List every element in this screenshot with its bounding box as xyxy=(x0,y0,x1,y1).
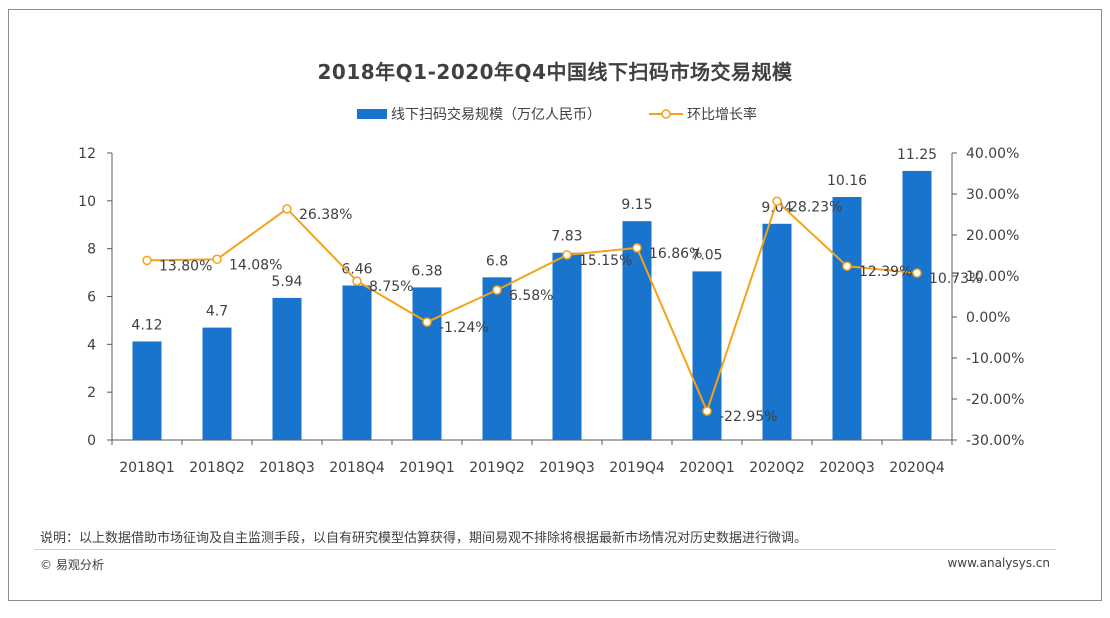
bar xyxy=(622,221,652,440)
copyright-text: © 易观分析 xyxy=(40,558,104,572)
x-tick-label: 2019Q1 xyxy=(399,460,455,476)
bar-data-label: 4.12 xyxy=(131,317,162,333)
bar-data-label: 11.25 xyxy=(897,147,937,163)
bar-data-label: 9.15 xyxy=(621,197,652,213)
growth-rate-label: 10.73% xyxy=(929,271,982,287)
legend-line-swatch xyxy=(649,109,683,119)
x-tick-label: 2020Q1 xyxy=(679,460,735,476)
bar xyxy=(132,341,162,440)
x-tick-label: 2020Q2 xyxy=(749,460,805,476)
growth-rate-label: 28.23% xyxy=(789,199,842,215)
left-tick-label: 4 xyxy=(87,337,96,353)
growth-rate-point xyxy=(282,204,292,214)
chart-title: 2018年Q1-2020年Q4中国线下扫码市场交易规模 xyxy=(317,60,793,84)
x-tick-label: 2018Q3 xyxy=(259,460,315,476)
left-tick-label: 8 xyxy=(87,242,96,258)
growth-rate-point xyxy=(842,261,852,271)
right-tick-label: 20.00% xyxy=(966,228,1019,244)
legend-bar-label: 线下扫码交易规模（万亿人民币） xyxy=(391,107,601,123)
bar-data-label: 7.83 xyxy=(551,229,582,245)
right-tick-label: 40.00% xyxy=(966,146,1019,162)
left-tick-label: 6 xyxy=(87,290,96,306)
growth-rate-label: 26.38% xyxy=(299,207,352,223)
bar xyxy=(552,252,582,440)
bar xyxy=(832,197,862,440)
bar xyxy=(272,297,302,440)
growth-rate-label: 14.08% xyxy=(229,257,282,273)
growth-rate-label: 15.15% xyxy=(579,253,632,269)
bar xyxy=(482,277,512,440)
growth-rate-label: -1.24% xyxy=(439,320,489,336)
bar xyxy=(412,287,442,440)
chart-frame xyxy=(8,9,1102,601)
growth-rate-label: 12.39% xyxy=(859,264,912,280)
legend-line-label: 环比增长率 xyxy=(687,107,757,123)
growth-rate-point xyxy=(352,276,362,286)
chart-legend: 线下扫码交易规模（万亿人民币） 环比增长率 xyxy=(0,104,1110,126)
bar xyxy=(902,170,932,440)
growth-rate-point xyxy=(142,255,152,266)
left-tick-label: 12 xyxy=(78,146,96,162)
bar-data-label: 10.16 xyxy=(827,173,867,189)
growth-rate-point xyxy=(492,285,502,295)
left-tick-label: 2 xyxy=(87,385,96,401)
right-tick-label: -30.00% xyxy=(966,433,1024,449)
right-tick-label: 30.00% xyxy=(966,187,1019,203)
bar xyxy=(342,285,372,440)
x-tick-label: 2018Q2 xyxy=(189,460,245,476)
bar-data-label: 6.8 xyxy=(486,253,508,269)
bar-data-label: 4.7 xyxy=(206,304,228,320)
legend-item-bar: 线下扫码交易规模（万亿人民币） xyxy=(357,104,601,124)
growth-rate-point xyxy=(632,243,642,253)
x-tick-label: 2019Q4 xyxy=(609,460,665,476)
x-tick-label: 2020Q3 xyxy=(819,460,875,476)
website-text: www.analysys.cn xyxy=(947,556,1050,570)
growth-rate-point xyxy=(422,317,432,327)
bar-data-label: 5.94 xyxy=(271,274,302,290)
growth-rate-line xyxy=(146,199,918,414)
right-tick-label: -20.00% xyxy=(966,392,1024,408)
bar xyxy=(202,327,232,440)
bar-data-label: 7.05 xyxy=(691,247,722,263)
right-tick-label: 0.00% xyxy=(966,310,1010,326)
footer-divider xyxy=(34,549,1056,550)
growth-rate-point xyxy=(562,250,572,260)
bar-data-label: 6.38 xyxy=(411,263,442,279)
x-tick-label: 2019Q3 xyxy=(539,460,595,476)
growth-rate-point xyxy=(912,268,922,278)
x-tick-label: 2018Q4 xyxy=(329,460,385,476)
x-tick-label: 2019Q2 xyxy=(469,460,525,476)
right-tick-label: 10.00% xyxy=(966,269,1019,285)
x-tick-label: 2018Q1 xyxy=(119,460,175,476)
legend-bar-swatch xyxy=(357,109,387,119)
growth-rate-label: 16.86% xyxy=(649,246,702,262)
bar xyxy=(762,223,792,440)
growth-rate-label: 13.80% xyxy=(159,258,212,274)
bar-data-label: 9.04 xyxy=(761,200,792,216)
legend-item-line: 环比增长率 xyxy=(649,104,757,124)
growth-rate-label: 6.58% xyxy=(509,288,553,304)
footnote: 说明：以上数据借助市场征询及自主监测手段，以自有研究模型估算获得，期间易观不排除… xyxy=(40,531,808,546)
x-tick-label: 2020Q4 xyxy=(889,460,945,476)
growth-rate-point xyxy=(702,406,712,416)
growth-rate-point xyxy=(772,196,782,207)
growth-rate-label: 8.75% xyxy=(369,279,413,295)
right-tick-label: -10.00% xyxy=(966,351,1024,367)
growth-rate-label: -22.95% xyxy=(719,409,777,425)
left-tick-label: 10 xyxy=(78,194,96,210)
left-tick-label: 0 xyxy=(87,433,96,449)
growth-rate-point xyxy=(212,254,222,265)
